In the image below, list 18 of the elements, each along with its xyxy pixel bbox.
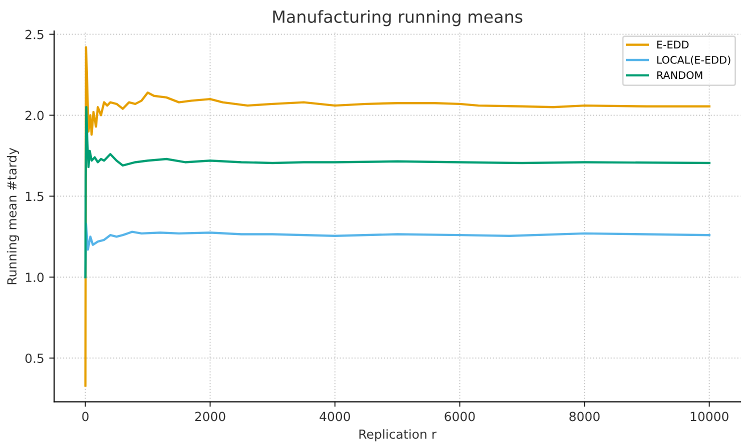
chart-title: Manufacturing running means (273, 10, 522, 26)
x-axis-title: Replication r (359, 429, 436, 442)
legend-label: LOCAL(E-EDD) (657, 56, 730, 66)
legend-label: E-EDD (657, 40, 689, 48)
legend-label: RANDOM (657, 71, 702, 80)
y-axis-title: Running mean #tardy (6, 148, 20, 284)
y-tick-label: 2.0 (25, 110, 44, 120)
y-tick-label: 1.5 (26, 192, 44, 202)
y-tick-label: 1.0 (26, 272, 44, 282)
x-tick-label: 2000 (195, 412, 226, 422)
x-tick-label: 0 (82, 412, 89, 422)
x-tick-label: 6000 (444, 412, 475, 422)
line-series (84, 106, 710, 278)
x-tick-label: 8000 (569, 412, 600, 422)
y-tick-label: 2.5 (25, 30, 44, 40)
x-tick-label: 4000 (320, 412, 350, 422)
y-tick-label: 0.5 (25, 354, 44, 364)
x-tick-label: 10000 (690, 412, 728, 422)
